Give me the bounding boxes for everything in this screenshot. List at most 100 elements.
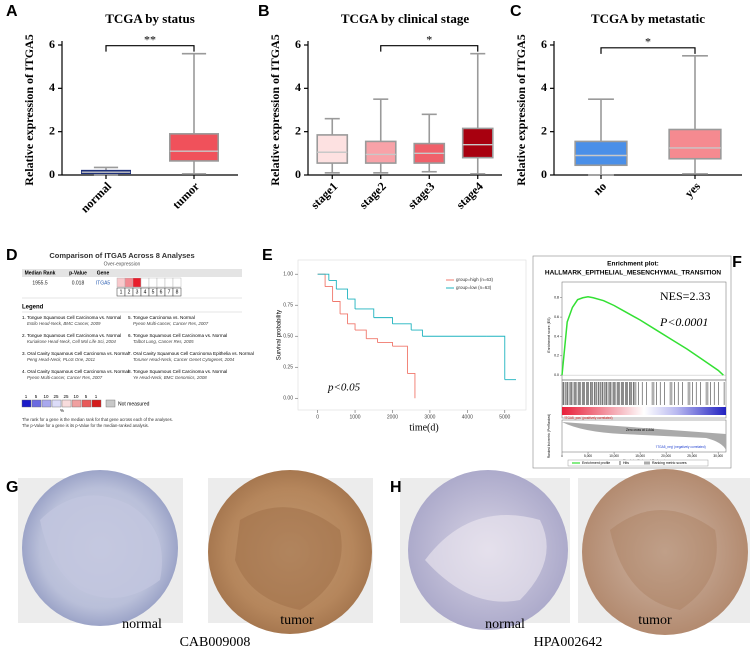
d-legend-item: 2. Tongue Squamous Cell Carcinoma vs. No… — [22, 333, 121, 338]
panel-letter: E — [262, 247, 273, 264]
scale-unit: % — [60, 408, 64, 413]
scale-swatch — [21, 399, 32, 408]
panel-letter: G — [6, 479, 18, 496]
y-tick-label: 0 — [49, 167, 55, 181]
rank-label: 7 — [168, 289, 171, 295]
legend-label: Ranking metric scores — [652, 461, 687, 465]
survival-step — [340, 313, 349, 324]
y-tick-label: 0.75 — [283, 303, 293, 309]
tissue-texture — [610, 510, 717, 610]
neg-label: 'ITGA5_neg' (negatively correlated) — [656, 445, 706, 449]
box — [364, 140, 397, 164]
y-tick-label: 0.50 — [283, 334, 293, 340]
d-header: p-Value — [69, 270, 87, 276]
x-tick-label: 20,000 — [661, 454, 671, 458]
rank-label: 6 — [160, 289, 163, 295]
x-tick-label: 5000 — [499, 414, 510, 420]
rank-cell — [172, 287, 182, 297]
y-tick-label: 0.2 — [554, 354, 559, 358]
d-legend-source: Peng Head-Neck, PLoS One, 2011 — [27, 357, 96, 362]
y-tick-label: 0 — [295, 167, 301, 181]
survival-step — [328, 279, 337, 290]
zero-cross: Zero cross at 11536 — [626, 428, 654, 432]
rank-heat — [140, 277, 150, 288]
rank-label: 3 — [136, 289, 139, 295]
d-legend-title: Legend — [22, 305, 44, 311]
antibody-label: CAB009008 — [180, 635, 251, 650]
y-axis-label: Survival probability — [277, 310, 283, 360]
scale-label: 25 — [63, 394, 69, 399]
x-tick-label: 0 — [316, 414, 319, 420]
x-tick-label: stage1 — [308, 179, 341, 212]
x-tick-label: stage4 — [453, 179, 486, 212]
tissue-tumor — [582, 469, 748, 635]
d-legend-item: 6. Tongue Squamous Cell Carcinoma vs. No… — [128, 333, 227, 338]
significance-label: * — [426, 32, 432, 46]
y-tick-label: 2 — [49, 123, 55, 137]
scale-swatch — [81, 399, 92, 408]
scale-label: 5 — [85, 394, 88, 399]
survival-step — [486, 335, 506, 380]
x-tick-label: 5,000 — [584, 454, 592, 458]
panel-letter: D — [6, 247, 18, 264]
d-legend-source: Ye Head-Neck, BMC Genomics, 2008 — [133, 375, 207, 380]
y-tick-label: 0.4 — [554, 334, 559, 338]
x-tick-label: 25,000 — [687, 454, 697, 458]
y-axis-label: Relative expression of ITGA5 — [514, 34, 528, 185]
survival-step — [373, 317, 393, 324]
x-axis-label: time(d) — [409, 422, 438, 433]
survival-step — [407, 373, 416, 399]
legend-label: group=high (n=63) — [456, 277, 494, 282]
annotation: p<0.05 — [327, 382, 361, 394]
not-measured: Not measured — [118, 401, 150, 407]
legend-label: group=low (n=63) — [456, 285, 492, 290]
legend-frame — [567, 459, 709, 467]
image-caption: tumor — [638, 613, 672, 628]
chart-title: TCGA by clinical stage — [341, 11, 469, 26]
d-title: Comparison of ITGA5 Across 8 Analyses — [49, 251, 194, 260]
rank-label: 1 — [120, 289, 123, 295]
panel-letter: F — [732, 254, 742, 271]
d-legend-source: Pyeon Multi-cancer, Cancer Res, 2007 — [27, 375, 103, 380]
y-tick-label: 0.00 — [283, 396, 293, 402]
footnote: The p-Value for a gene is its p-Value fo… — [22, 423, 149, 428]
box — [169, 133, 220, 162]
rank-heat — [156, 277, 166, 288]
survival-step — [336, 288, 349, 300]
d-legend-source: Estilo Head-Neck, BMC Cancer, 2009 — [27, 321, 101, 326]
y-axis-label: Relative expression of ITGA5 — [268, 34, 282, 185]
panel-letter: B — [258, 3, 270, 20]
x-tick-label: 3000 — [424, 414, 435, 420]
scale-swatch — [31, 399, 42, 408]
y-tick-label: 0.8 — [554, 296, 559, 300]
survival-step — [325, 286, 334, 302]
scale-label: 1 — [95, 394, 98, 399]
pos-label: 'ITGA5_pos' (positively correlated) — [564, 416, 613, 420]
y-tick-label: 2 — [541, 123, 547, 137]
chart-title: TCGA by status — [105, 11, 195, 26]
box — [461, 127, 494, 159]
y-axis-label: Enrichment score (ES) — [547, 317, 551, 352]
legend-swatch — [644, 461, 650, 465]
x-tick-label: no — [590, 179, 609, 198]
significance-label: ** — [144, 32, 156, 46]
chart-title: Enrichment plot: — [607, 261, 659, 268]
x-tick-label: 2000 — [387, 414, 398, 420]
y-tick-label: 4 — [295, 80, 301, 94]
rank-heat — [124, 277, 134, 288]
survival-step — [355, 329, 367, 339]
d-header: Median Rank — [25, 270, 56, 276]
rank-label: 5 — [152, 289, 155, 295]
d-header-bar — [22, 269, 242, 277]
x-tick-label: 0 — [561, 454, 563, 458]
scale-swatch — [71, 399, 82, 408]
scale-label: 10 — [73, 394, 79, 399]
x-tick-label: 4000 — [462, 414, 473, 420]
d-legend-source: Kuriakose Head-Neck, Cell Mol Life Sci, … — [27, 339, 116, 344]
tissue-texture — [235, 507, 342, 610]
x-tick-label: 15,000 — [635, 454, 645, 458]
survival-step — [332, 301, 341, 314]
significance-bracket — [380, 45, 479, 52]
rank-heat — [172, 277, 182, 288]
